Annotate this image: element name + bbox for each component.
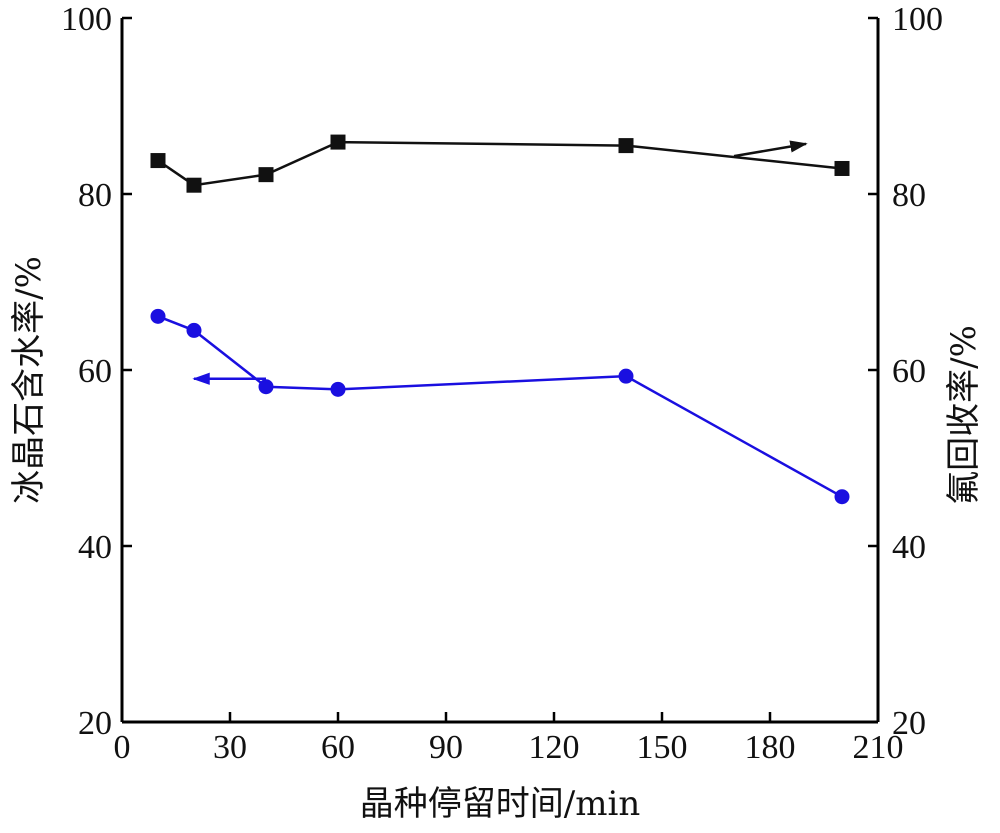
x-tick-label: 60	[321, 729, 355, 766]
data-point-square	[258, 167, 274, 183]
data-point-circle	[834, 489, 850, 505]
data-point-circle	[186, 322, 202, 338]
y-left-tick-label: 40	[78, 529, 112, 566]
y-right-tick-label: 20	[892, 705, 926, 742]
x-tick-label: 30	[213, 729, 247, 766]
y-left-tick-label: 20	[78, 705, 112, 742]
y-left-tick-label: 80	[78, 177, 112, 214]
y-left-tick-label: 100	[61, 1, 112, 38]
series-layer	[150, 134, 850, 505]
x-tick-label: 0	[114, 729, 131, 766]
series-circles	[150, 308, 850, 505]
data-point-square	[186, 177, 202, 193]
x-tick-label: 120	[529, 729, 580, 766]
axis-indicator-arrow	[733, 140, 808, 158]
y-right-tick-label: 40	[892, 529, 926, 566]
y-left-tick-label: 60	[78, 353, 112, 390]
data-point-square	[618, 138, 634, 154]
data-point-square	[834, 160, 850, 176]
data-point-circle	[618, 368, 634, 384]
x-tick-label: 180	[745, 729, 796, 766]
y-right-tick-label: 100	[892, 1, 943, 38]
data-point-square	[330, 134, 346, 150]
data-point-square	[150, 153, 166, 169]
y-right-tick-label: 80	[892, 177, 926, 214]
ticks: 0 30 60 90 120 150 180 210204060801002040608010…	[61, 1, 943, 766]
series-line	[157, 315, 843, 498]
series-squares	[150, 134, 850, 193]
x-tick-label: 150	[637, 729, 688, 766]
data-point-circle	[150, 308, 166, 324]
x-axis-title: 晶种停留时间/min	[360, 784, 640, 824]
axes	[120, 18, 880, 724]
data-point-circle	[330, 381, 346, 397]
y-right-tick-label: 60	[892, 353, 926, 390]
y-axis-right-title: 氟回收率/%	[944, 325, 984, 505]
y-axis-left-title: 冰晶石含水率/%	[9, 256, 49, 504]
data-point-circle	[258, 379, 274, 395]
x-tick-label: 210	[853, 729, 904, 766]
x-tick-label: 90	[429, 729, 463, 766]
